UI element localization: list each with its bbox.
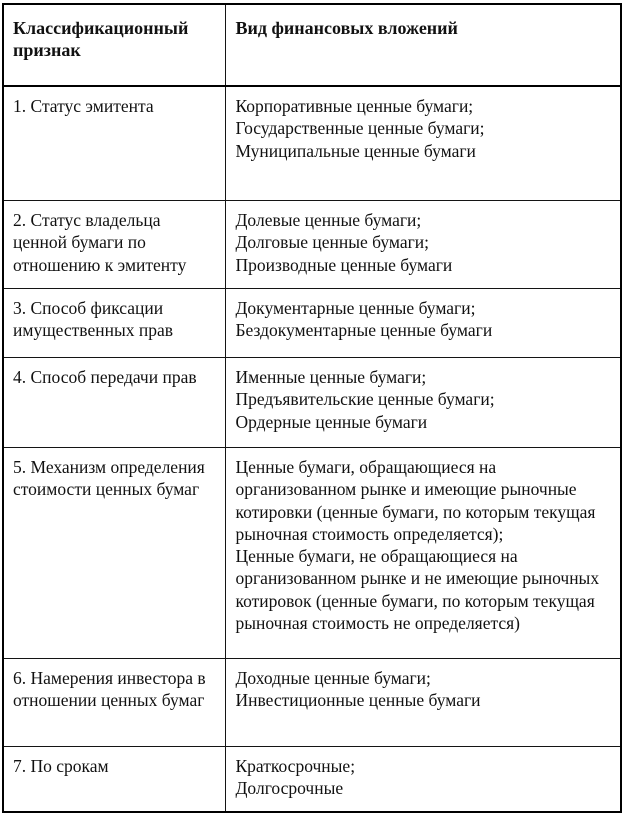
row-types-cell: Долевые ценные бумаги; Долговые ценные б… bbox=[224, 200, 622, 289]
table-row: 1. Статус эмитента Корпоративные ценные … bbox=[2, 85, 622, 201]
row-attribute-cell: 7. По срокам bbox=[2, 746, 226, 813]
classification-table-container: Классификационный признак Вид финансовых… bbox=[2, 3, 622, 813]
row-types-cell: Документарные ценные бумаги; Бездокумент… bbox=[224, 288, 622, 358]
row-attribute-cell: 6. Намерения инвестора в отношении ценны… bbox=[2, 658, 226, 747]
row-attribute-cell: 1. Статус эмитента bbox=[2, 85, 226, 201]
table-row: 4. Способ передачи прав Именные ценные б… bbox=[2, 357, 622, 448]
row-attribute-cell: 2. Статус владельца ценной бумаги по отн… bbox=[2, 200, 226, 289]
row-types-cell: Доходные ценные бумаги; Инвестиционные ц… bbox=[224, 658, 622, 747]
table-row: 3. Способ фиксации имущественных прав До… bbox=[2, 288, 622, 358]
row-types-cell: Корпоративные ценные бумаги; Государстве… bbox=[224, 85, 622, 201]
table-row: 2. Статус владельца ценной бумаги по отн… bbox=[2, 200, 622, 289]
table-row: 7. По срокам Краткосрочные; Долгосрочные bbox=[2, 746, 622, 813]
row-types-cell: Именные ценные бумаги; Предъявительские … bbox=[224, 357, 622, 448]
row-types-cell: Ценные бумаги, обращающиеся на организов… bbox=[224, 447, 622, 659]
row-attribute-cell: 3. Способ фиксации имущественных прав bbox=[2, 288, 226, 358]
table-header-row: Классификационный признак Вид финансовых… bbox=[2, 3, 622, 87]
column-header-type: Вид финансовых вложений bbox=[224, 3, 622, 87]
table-row: 5. Механизм определения стоимости ценных… bbox=[2, 447, 622, 659]
row-attribute-cell: 4. Способ передачи прав bbox=[2, 357, 226, 448]
column-header-attribute: Классификационный признак bbox=[2, 3, 226, 87]
row-attribute-cell: 5. Механизм определения стоимости ценных… bbox=[2, 447, 226, 659]
financial-investments-classification-table: Классификационный признак Вид финансовых… bbox=[2, 3, 622, 813]
table-row: 6. Намерения инвестора в отношении ценны… bbox=[2, 658, 622, 747]
row-types-cell: Краткосрочные; Долгосрочные bbox=[224, 746, 622, 813]
